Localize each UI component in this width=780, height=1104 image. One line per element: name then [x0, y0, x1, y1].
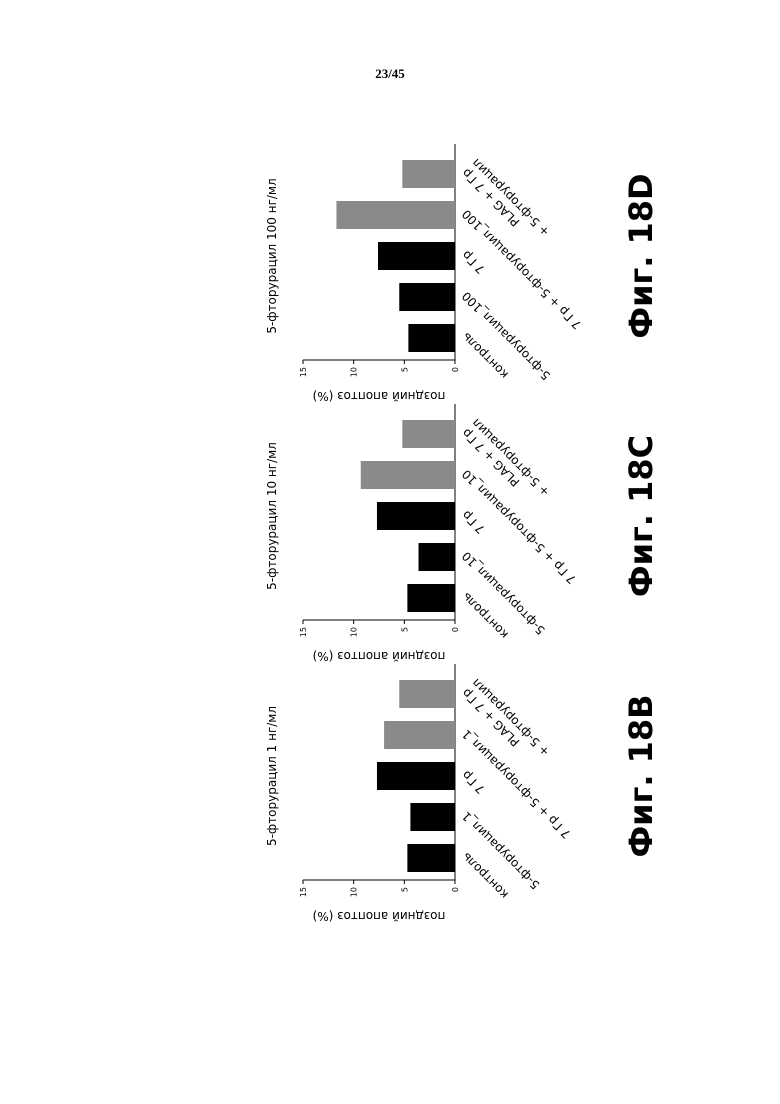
y-axis-label: поздний апоптоз (%): [313, 909, 446, 923]
x-tick-label: PLAG + 7 Гр+ 5-фторурацил: [459, 676, 552, 769]
chart-title: 5-фторурацил 100 нг/мл: [265, 178, 279, 333]
y-tick-label: 5: [400, 627, 409, 632]
y-tick-label: 10: [350, 367, 359, 377]
bar: [408, 324, 455, 352]
bar: [407, 844, 455, 872]
y-tick-label: 0: [451, 367, 460, 372]
bar: [384, 721, 455, 749]
figure-label: Фиг. 18D: [622, 173, 660, 338]
y-tick-label: 10: [350, 887, 359, 897]
y-tick-label: 0: [451, 627, 460, 632]
y-tick-label: 5: [400, 367, 409, 372]
y-tick-label: 15: [299, 367, 308, 377]
bar: [399, 283, 455, 311]
x-tick-label: PLAG + 7 Гр+ 5-фторурацил: [459, 416, 552, 509]
x-tick-label: 7 Гр: [459, 248, 488, 277]
chart-title: 5-фторурацил 1 нг/мл: [265, 706, 279, 846]
figure-label: Фиг. 18B: [622, 694, 660, 857]
figure-label: Фиг. 18C: [622, 435, 660, 597]
y-tick-label: 0: [451, 887, 460, 892]
y-tick-label: 15: [299, 887, 308, 897]
bar: [410, 803, 455, 831]
x-tick-label: 7 Гр: [459, 768, 488, 797]
chart: 5-фторурацил 100 нг/мл Фиг. 18D 0 5 10 15 позд…: [265, 144, 660, 403]
chart: 5-фторурацил 1 нг/мл Фиг. 18B 0 5 10 15 поздни…: [265, 664, 660, 923]
page-canvas: 23/45 5-фторурацил 1 нг/мл Фиг. 18B 0 5 10 15…: [0, 0, 780, 1104]
y-tick-label: 15: [299, 627, 308, 637]
x-tick-label: 5-фторурацил_10: [459, 549, 547, 637]
bar: [378, 242, 455, 270]
page: {"page_number": "23/45", "chart_data": […: [0, 0, 780, 1104]
bar: [399, 680, 455, 708]
y-tick-label: 5: [400, 887, 409, 892]
bar: [377, 502, 455, 530]
y-tick-label: 10: [350, 627, 359, 637]
bar: [377, 762, 455, 790]
bar: [402, 420, 455, 448]
y-axis-label: поздний апоптоз (%): [313, 389, 446, 403]
bar: [402, 160, 455, 188]
x-tick-label: 5-фторурацил_1: [459, 809, 542, 892]
x-tick-label: PLAG + 7 Гр+ 5-фторурацил: [459, 156, 552, 249]
bar: [361, 461, 455, 489]
chart: 5-фторурацил 10 нг/мл Фиг. 18C 0 5 10 15 поздн…: [265, 404, 660, 663]
bar: [336, 201, 455, 229]
bar: [407, 584, 455, 612]
x-tick-label: 7 Гр: [459, 508, 488, 537]
bar: [419, 543, 455, 571]
page-number: 23/45: [375, 66, 405, 81]
y-axis-label: поздний апоптоз (%): [313, 649, 446, 663]
chart-title: 5-фторурацил 10 нг/мл: [265, 442, 279, 590]
